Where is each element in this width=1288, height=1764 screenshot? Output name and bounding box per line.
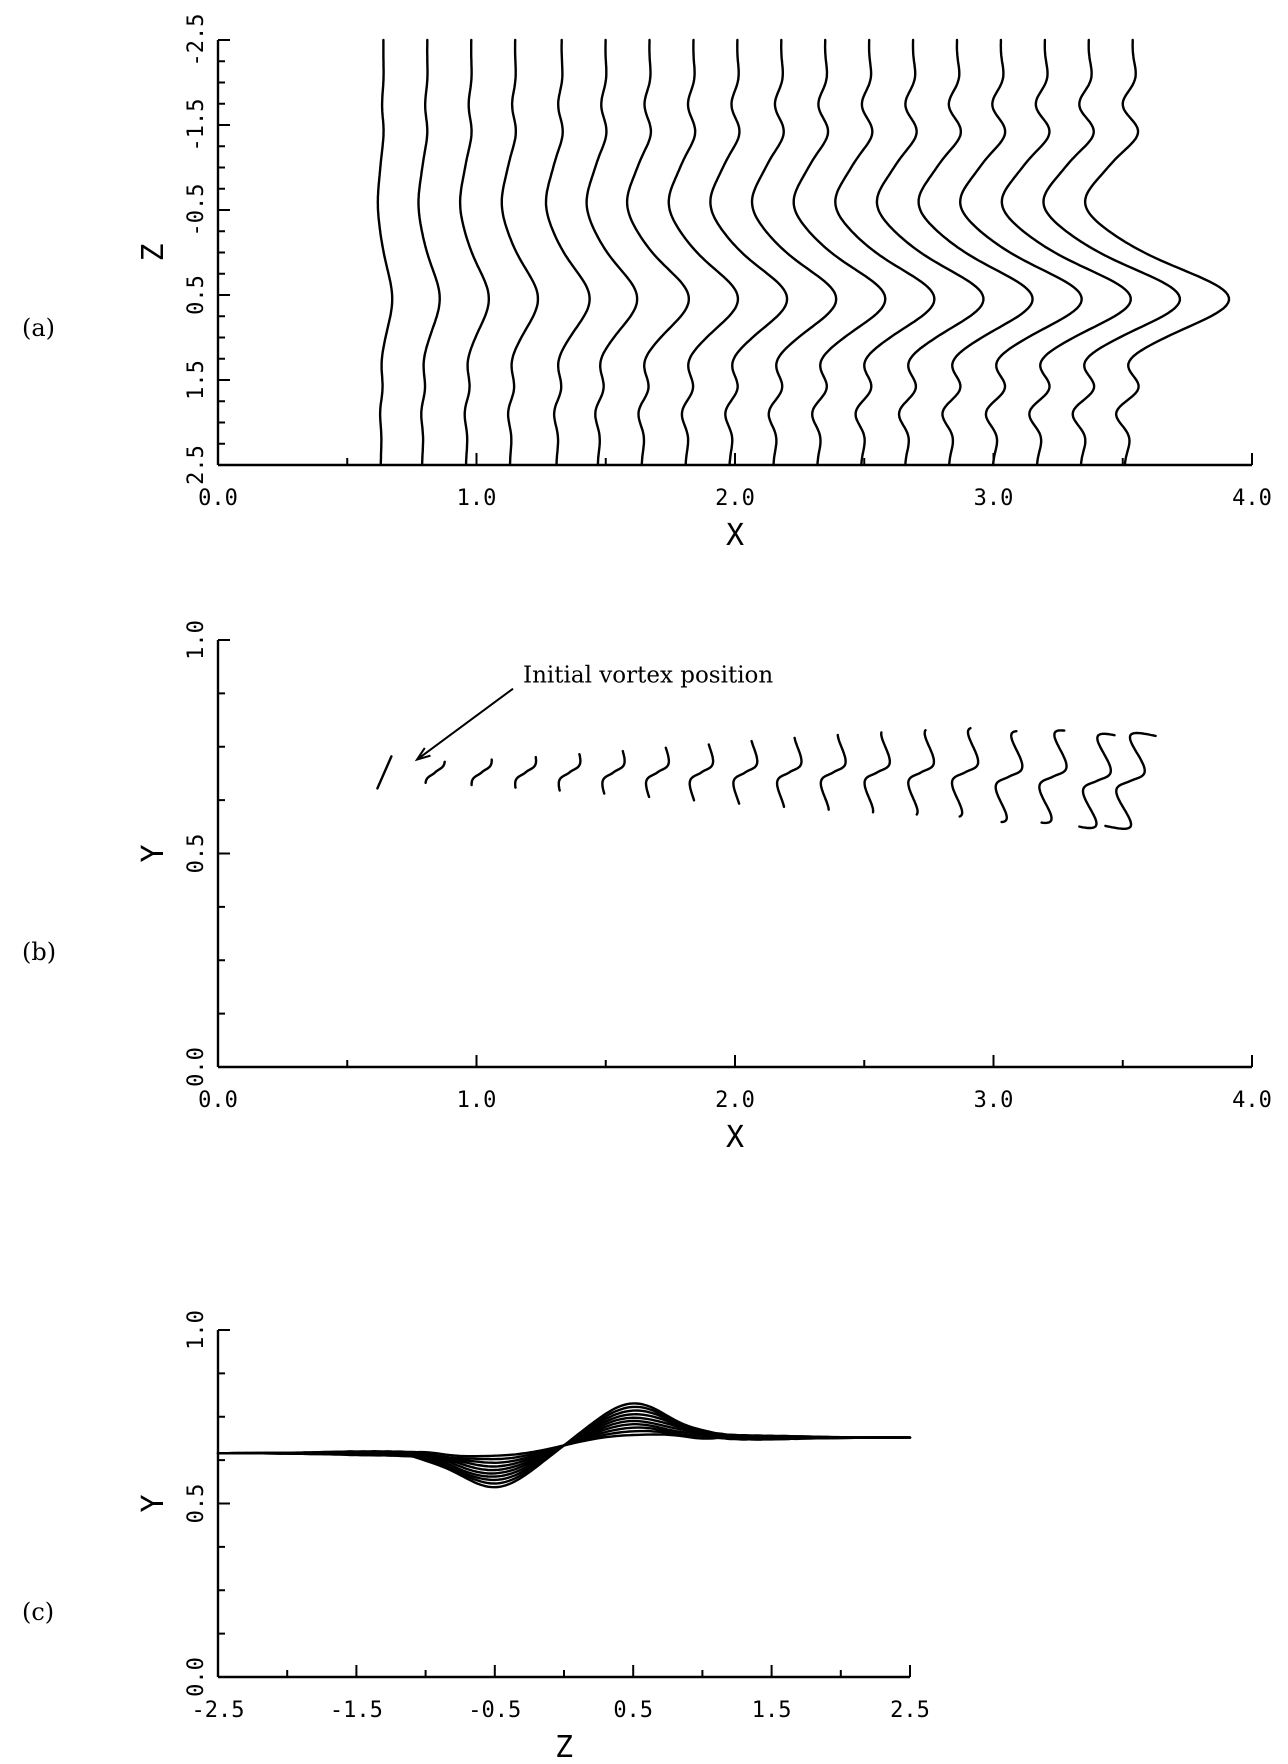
x-tick-label: 2.5: [890, 1698, 930, 1723]
vortex-cross-section: [907, 729, 936, 816]
x-tick-label: 2.0: [715, 1088, 755, 1113]
filament-line: [875, 38, 985, 467]
y-tick-label: -0.5: [184, 184, 209, 237]
vortex-cross-section: [994, 730, 1024, 824]
filament-line: [667, 38, 740, 467]
filament-line: [376, 38, 394, 467]
panel-label: (c): [22, 1598, 54, 1626]
vortex-cross-section: [732, 739, 759, 805]
x-tick-label: 0.0: [198, 486, 238, 511]
vortex-cross-section: [863, 731, 891, 814]
x-axis-label: Z: [555, 1730, 573, 1764]
x-tick-label: 0.0: [198, 1088, 238, 1113]
x-axis-label: X: [726, 518, 744, 553]
end-view-curve: [216, 1402, 912, 1489]
chart-b: 0.0 1.0 2.0 3.0 4.0 0.0 0.5 1.0 X Y (b) Initial vor…: [22, 620, 1272, 1155]
annotation-arrowhead: [414, 747, 431, 762]
annotation-arrow: [416, 687, 514, 761]
vortex-cross-section: [688, 743, 715, 802]
filament-line: [1042, 38, 1182, 467]
x-tick-label: 4.0: [1232, 1088, 1272, 1113]
filament-line: [625, 38, 690, 467]
vortex-cross-section: [514, 755, 538, 789]
x-tick-label: -0.5: [468, 1698, 521, 1723]
vortex-cross-section: [1038, 729, 1068, 825]
filament-line: [1000, 38, 1132, 467]
y-tick-label: 1.0: [184, 620, 209, 660]
y-tick-label: 0.5: [184, 834, 209, 874]
x-tick-label: 0.5: [613, 1698, 653, 1723]
y-tick-label: -1.5: [184, 99, 209, 152]
vortex-cross-section: [644, 746, 671, 799]
filament-line: [544, 38, 591, 467]
vortex-cross-section: [470, 758, 493, 787]
y-tick-label: 1.5: [184, 360, 209, 400]
vortex-cross-section: [376, 755, 393, 790]
x-tick-label: -2.5: [192, 1698, 245, 1723]
x-axis-label: X: [726, 1120, 744, 1155]
filament-line: [458, 38, 490, 467]
x-tick-label: 1.0: [457, 1088, 497, 1113]
x-tick-label: 1.0: [457, 486, 497, 511]
y-tick-label: 1.0: [184, 1310, 209, 1350]
filament-line: [417, 38, 441, 467]
x-tick-label: -1.5: [330, 1698, 383, 1723]
chart-c: -2.5 -1.5 -0.5 0.5 1.5 2.5 0.0 0.5 1.0 Z Y (c): [22, 1310, 930, 1764]
panel-label: (b): [22, 938, 56, 966]
vortex-cross-section: [1104, 731, 1157, 830]
vortex-cross-section: [601, 749, 626, 795]
filament-line: [834, 38, 936, 467]
filament-line: [917, 38, 1034, 467]
panel-label: (a): [22, 314, 55, 342]
y-axis-label: Z: [136, 243, 171, 261]
filament-line: [1083, 38, 1231, 467]
y-axis-label: Y: [136, 1494, 171, 1512]
x-tick-label: 3.0: [974, 1088, 1014, 1113]
filament-line: [500, 38, 540, 467]
x-tick-label: 1.5: [752, 1698, 792, 1723]
y-tick-label: 2.5: [184, 445, 209, 485]
y-tick-label: 0.5: [184, 1484, 209, 1524]
filament-line: [792, 38, 887, 467]
vortex-cross-section: [819, 733, 847, 811]
filament-line: [585, 38, 639, 467]
y-axis-label: Y: [136, 844, 171, 862]
vortex-cross-section: [775, 736, 803, 808]
y-tick-label: 0.0: [184, 1047, 209, 1087]
x-tick-label: 2.0: [715, 486, 755, 511]
filament-line: [709, 38, 789, 467]
x-tick-label: 3.0: [974, 486, 1014, 511]
vortex-cross-section: [950, 727, 980, 818]
filament-line: [959, 38, 1083, 467]
vortex-cross-section: [424, 760, 446, 785]
x-tick-label: 4.0: [1232, 486, 1272, 511]
y-tick-label: 0.0: [184, 1657, 209, 1697]
chart-a: 0.0 1.0 2.0 3.0 4.0 -2.5 -1.5 -0.5 0.5 1.5 2.5 X Z (a…: [22, 14, 1272, 553]
annotation-label: Initial vortex position: [523, 663, 773, 689]
y-tick-label: -2.5: [184, 14, 209, 67]
vortex-cross-section: [557, 753, 582, 792]
vortex-cross-section: [1078, 732, 1116, 830]
filament-line: [750, 38, 838, 467]
y-tick-label: 0.5: [184, 275, 209, 315]
